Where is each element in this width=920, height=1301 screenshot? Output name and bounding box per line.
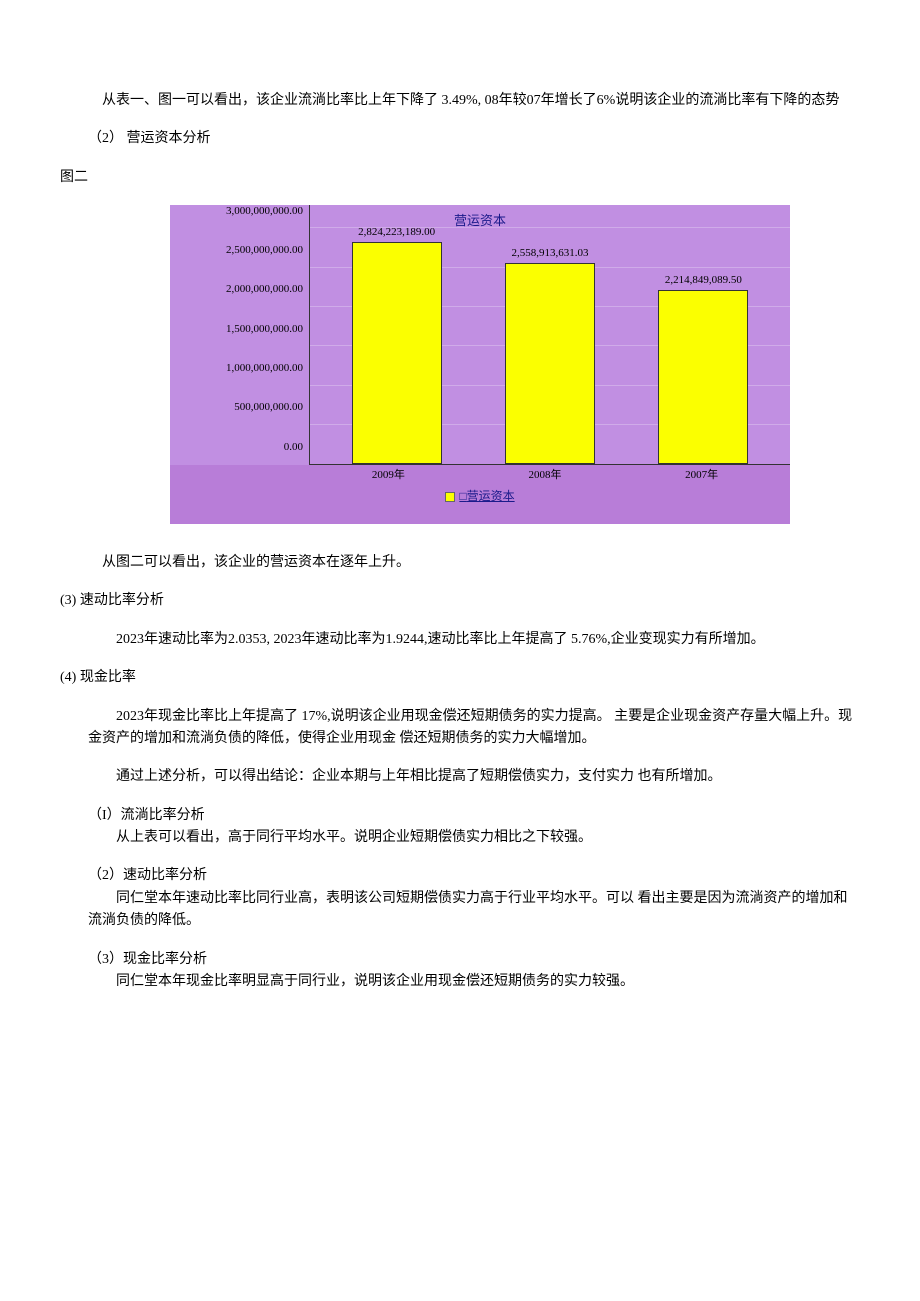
bar-group: 2,824,223,189.00 <box>337 242 457 464</box>
intro-paragraph: 从表一、图一可以看出，该企业流淌比率比上年下降了 3.49%, 08年较07年增… <box>60 90 860 112</box>
section-2-label: （2） 营运资本分析 <box>88 128 860 150</box>
figure-2-conclusion: 从图二可以看出，该企业的营运资本在逐年上升。 <box>60 552 860 574</box>
bar <box>352 242 442 464</box>
y-tick: 1,000,000,000.00 <box>226 360 303 378</box>
chart-legend: □营运资本 <box>170 487 790 506</box>
sub-2-body: 同仁堂本年速动比率比同行业高，表明该公司短期偿债实力高于行业平均水平。可以 看出… <box>60 888 860 933</box>
x-category-label: 2009年 <box>328 467 448 485</box>
sub-2-title: （2）速动比率分析 <box>88 865 860 887</box>
x-axis-labels: 2009年 2008年 2007年 <box>170 465 790 485</box>
sub-3: （3）现金比率分析 同仁堂本年现金比率明显高于同行业，说明该企业用现金偿还短期债… <box>88 949 860 994</box>
y-tick: 500,000,000.00 <box>234 399 303 417</box>
sub-1: （I）流淌比率分析 从上表可以看出，高于同行平均水平。说明企业短期偿债实力相比之… <box>88 805 860 850</box>
sub-3-body: 同仁堂本年现金比率明显高于同行业，说明该企业用现金偿还短期债务的实力较强。 <box>88 971 860 993</box>
sub-1-body: 从上表可以看出，高于同行平均水平。说明企业短期偿债实力相比之下较强。 <box>88 827 860 849</box>
section-3-label: (3) 速动比率分析 <box>60 590 860 612</box>
bar-group: 2,558,913,631.03 <box>490 263 610 464</box>
chart-plot: 营运资本 0.00 500,000,000.00 1,000,000,000.00 1… <box>170 205 790 465</box>
y-tick: 2,500,000,000.00 <box>226 242 303 260</box>
y-tick: 3,000,000,000.00 <box>226 203 303 221</box>
bars-row: 2,824,223,189.00 2,558,913,631.03 2,214,84… <box>310 205 790 464</box>
bar-group: 2,214,849,089.50 <box>643 290 763 464</box>
y-tick: 1,500,000,000.00 <box>226 321 303 339</box>
section-4-p2: 通过上述分析，可以得出结论：企业本期与上年相比提高了短期偿债实力，支付实力 也有… <box>60 766 860 788</box>
x-category-label: 2007年 <box>642 467 762 485</box>
figure-2-label: 图二 <box>60 167 860 189</box>
bar-value-label: 2,824,223,189.00 <box>358 224 435 242</box>
y-axis: 0.00 500,000,000.00 1,000,000,000.00 1,500,… <box>170 205 310 465</box>
sub-1-title: （I）流淌比率分析 <box>88 805 860 827</box>
working-capital-chart: 营运资本 0.00 500,000,000.00 1,000,000,000.00 1… <box>170 205 790 524</box>
bar <box>505 263 595 464</box>
plot-area: 2,824,223,189.00 2,558,913,631.03 2,214,84… <box>310 205 790 465</box>
legend-text: □营运资本 <box>459 489 514 503</box>
section-4-label: (4) 现金比率 <box>60 667 860 689</box>
section-3-body: 2023年速动比率为2.0353, 2023年速动比率为1.9244,速动比率比… <box>60 629 860 651</box>
x-category-label: 2008年 <box>485 467 605 485</box>
bar <box>658 290 748 464</box>
legend-swatch <box>445 492 455 502</box>
bar-value-label: 2,558,913,631.03 <box>511 245 588 263</box>
sub-3-title: （3）现金比率分析 <box>88 949 860 971</box>
bar-value-label: 2,214,849,089.50 <box>665 272 742 290</box>
section-4-p1: 2023年现金比率比上年提高了 17%,说明该企业用现金偿还短期债务的实力提高。… <box>60 706 860 751</box>
sub-2: （2）速动比率分析 同仁堂本年速动比率比同行业高，表明该公司短期偿债实力高于行业… <box>88 865 860 932</box>
y-tick: 0.00 <box>284 439 303 457</box>
y-tick: 2,000,000,000.00 <box>226 281 303 299</box>
chart-title: 营运资本 <box>454 211 506 232</box>
